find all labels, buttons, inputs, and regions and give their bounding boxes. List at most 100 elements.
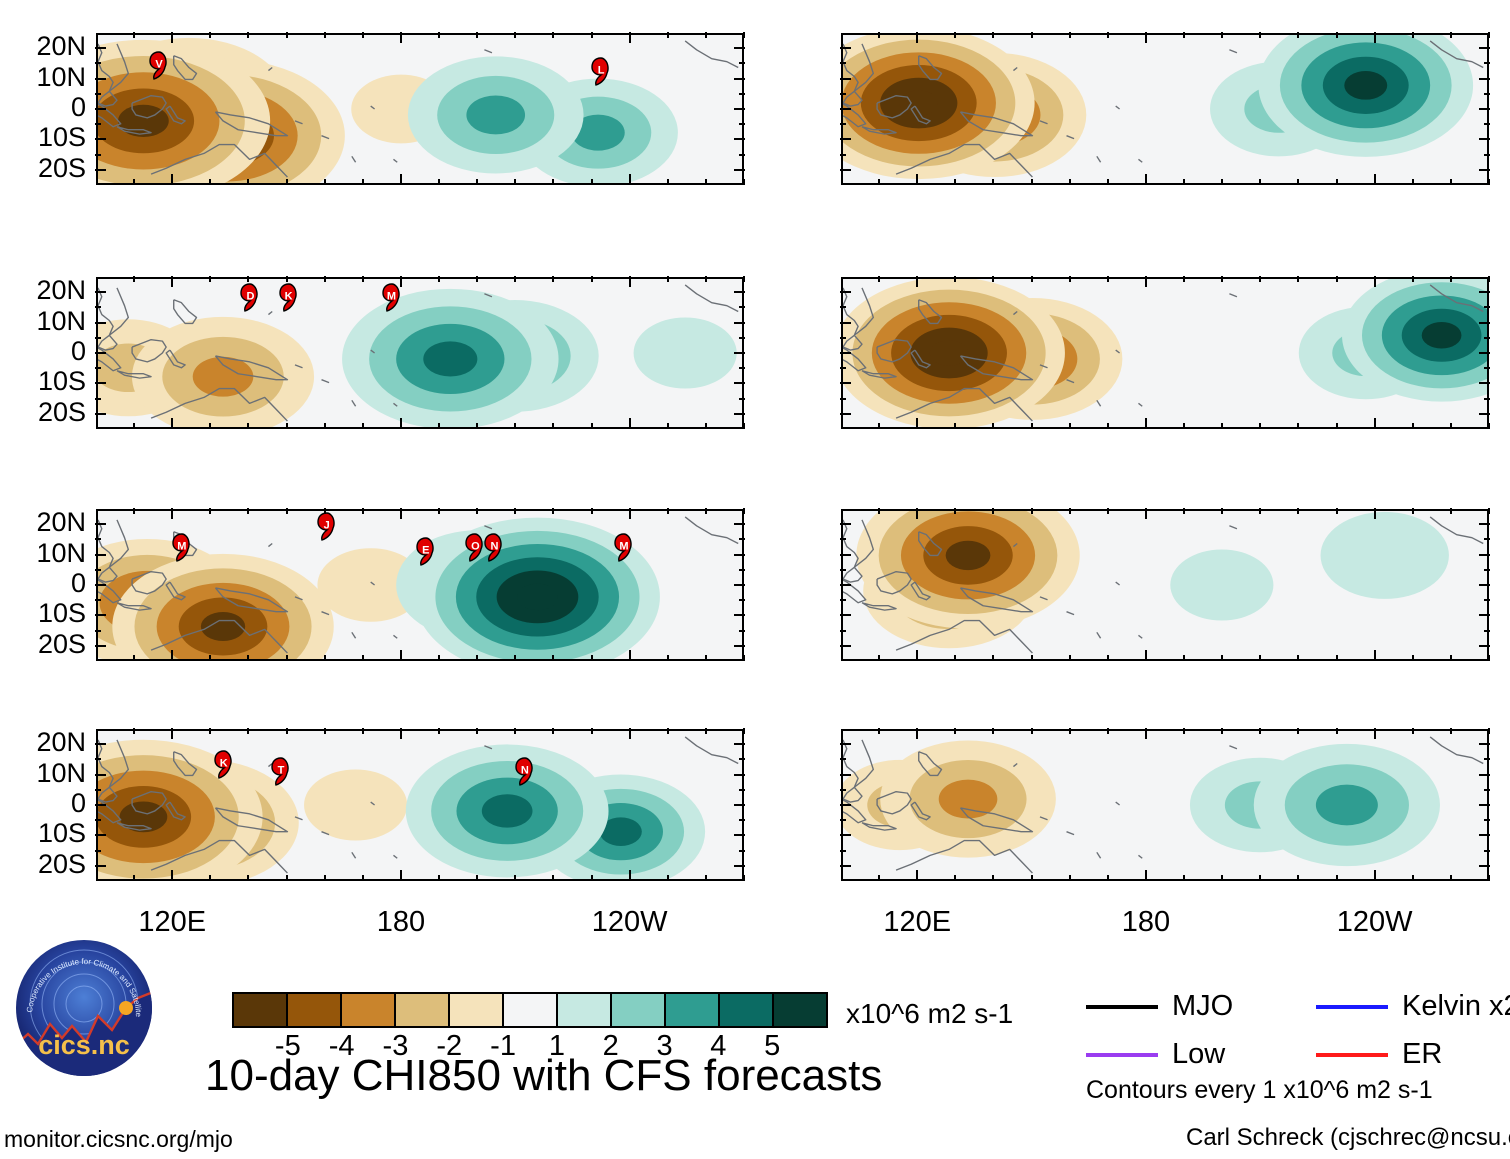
x-tick — [171, 276, 174, 287]
map-canvas — [843, 35, 1487, 183]
y-tick-minor — [1484, 819, 1490, 822]
map-cfs-3 — [841, 509, 1489, 661]
x-tick — [992, 655, 995, 661]
storm-marker[interactable]: J — [316, 511, 338, 542]
y-tick — [840, 382, 851, 385]
legend-item-low[interactable]: Low — [1086, 1040, 1225, 1069]
colorbar-cell-9[interactable] — [720, 994, 774, 1026]
x-tick — [628, 418, 631, 429]
colorbar-tick-5: 5 — [764, 1030, 781, 1062]
colorbar-cell-5[interactable] — [504, 994, 558, 1026]
x-tick — [704, 276, 707, 282]
storm-marker[interactable]: T — [270, 756, 292, 786]
x-tick — [1183, 423, 1186, 429]
storm-marker[interactable]: N — [483, 532, 505, 563]
y-tick-minor — [840, 819, 846, 822]
y-tick — [1479, 412, 1490, 415]
x-tick — [992, 423, 995, 429]
x-tick — [704, 32, 707, 38]
y-tick — [840, 168, 851, 171]
legend-item-er[interactable]: ER — [1316, 1040, 1442, 1069]
y-tick — [840, 644, 851, 647]
x-tick — [361, 508, 364, 514]
x-tick — [514, 32, 517, 38]
legend-item-mjo[interactable]: MJO — [1086, 992, 1233, 1021]
storm-marker[interactable]: K — [213, 749, 235, 780]
x-tick — [916, 870, 919, 881]
y-tick-minor — [1484, 568, 1490, 571]
storm-marker[interactable]: M — [171, 532, 193, 563]
x-tick — [743, 508, 745, 514]
x-tick — [743, 179, 745, 185]
legend-item-kelvin-x2[interactable]: Kelvin x2 — [1316, 992, 1510, 1021]
x-tick — [399, 870, 402, 881]
x-tick — [1411, 179, 1414, 185]
colorbar-cell-0[interactable] — [234, 994, 288, 1026]
x-tick — [247, 423, 250, 429]
colorbar-cell-1[interactable] — [288, 994, 342, 1026]
x-tick — [133, 32, 136, 38]
y-tick-minor — [739, 538, 745, 541]
colorbar-tick-3: 3 — [656, 1030, 673, 1062]
colorbar-cell-7[interactable] — [612, 994, 666, 1026]
storm-marker[interactable]: E — [415, 536, 437, 566]
y-tick — [95, 584, 106, 586]
x-tick — [1335, 875, 1338, 881]
x-tick — [1106, 875, 1109, 881]
x-tick — [1106, 728, 1109, 734]
storm-marker[interactable]: M — [613, 532, 635, 563]
y-tick — [1479, 47, 1490, 50]
y-tick-minor — [739, 306, 745, 309]
x-tick — [1488, 508, 1490, 514]
y-tick-minor — [95, 367, 101, 370]
storm-marker[interactable]: K — [278, 282, 300, 313]
x-tick — [1144, 32, 1147, 43]
x-tick — [438, 875, 441, 881]
y-tick — [734, 108, 745, 110]
y-tick — [1479, 773, 1490, 776]
storm-marker[interactable]: D — [239, 282, 261, 313]
x-tick — [1183, 728, 1186, 734]
x-tick — [133, 423, 136, 429]
x-tick — [916, 174, 919, 185]
colorbar-tick--5: -5 — [274, 1030, 301, 1062]
storm-marker[interactable]: N — [514, 756, 536, 786]
x-tick — [361, 179, 364, 185]
x-tick — [954, 276, 957, 282]
storm-marker[interactable]: L — [590, 56, 612, 87]
x-tick — [1488, 276, 1490, 282]
colorbar-cell-4[interactable] — [450, 994, 504, 1026]
x-tick — [1373, 870, 1376, 881]
y-tick — [1479, 804, 1490, 806]
x-tick — [1411, 508, 1414, 514]
y-tick — [1479, 352, 1490, 354]
x-tick — [1335, 32, 1338, 38]
y-tick — [95, 834, 106, 837]
colorbar-cell-6[interactable] — [558, 994, 612, 1026]
x-tick — [323, 655, 326, 661]
x-tick — [743, 655, 745, 661]
x-tick — [1221, 508, 1224, 514]
y-tick-minor — [95, 538, 101, 541]
colorbar-cell-10[interactable] — [774, 994, 826, 1026]
legend-line-kelvin-x2 — [1316, 1004, 1388, 1009]
y-tick-minor — [1484, 336, 1490, 339]
x-tick — [590, 875, 593, 881]
y-tick-minor — [95, 397, 101, 400]
map-cfs-2 — [841, 277, 1489, 429]
x-tick — [361, 875, 364, 881]
y-tick — [1479, 138, 1490, 141]
x-tick — [916, 650, 919, 661]
y-axis-label-20N: 20N — [36, 31, 86, 62]
storm-marker[interactable]: V — [148, 50, 170, 81]
y-tick-minor — [95, 336, 101, 339]
x-tick — [1488, 32, 1490, 38]
x-tick — [1373, 418, 1376, 429]
y-tick — [1479, 523, 1490, 526]
colorbar-cell-2[interactable] — [342, 994, 396, 1026]
y-axis-label-10S: 10S — [37, 122, 86, 153]
colorbar-cell-3[interactable] — [396, 994, 450, 1026]
x-tick — [743, 728, 745, 734]
x-tick — [1068, 179, 1071, 185]
colorbar-cell-8[interactable] — [666, 994, 720, 1026]
